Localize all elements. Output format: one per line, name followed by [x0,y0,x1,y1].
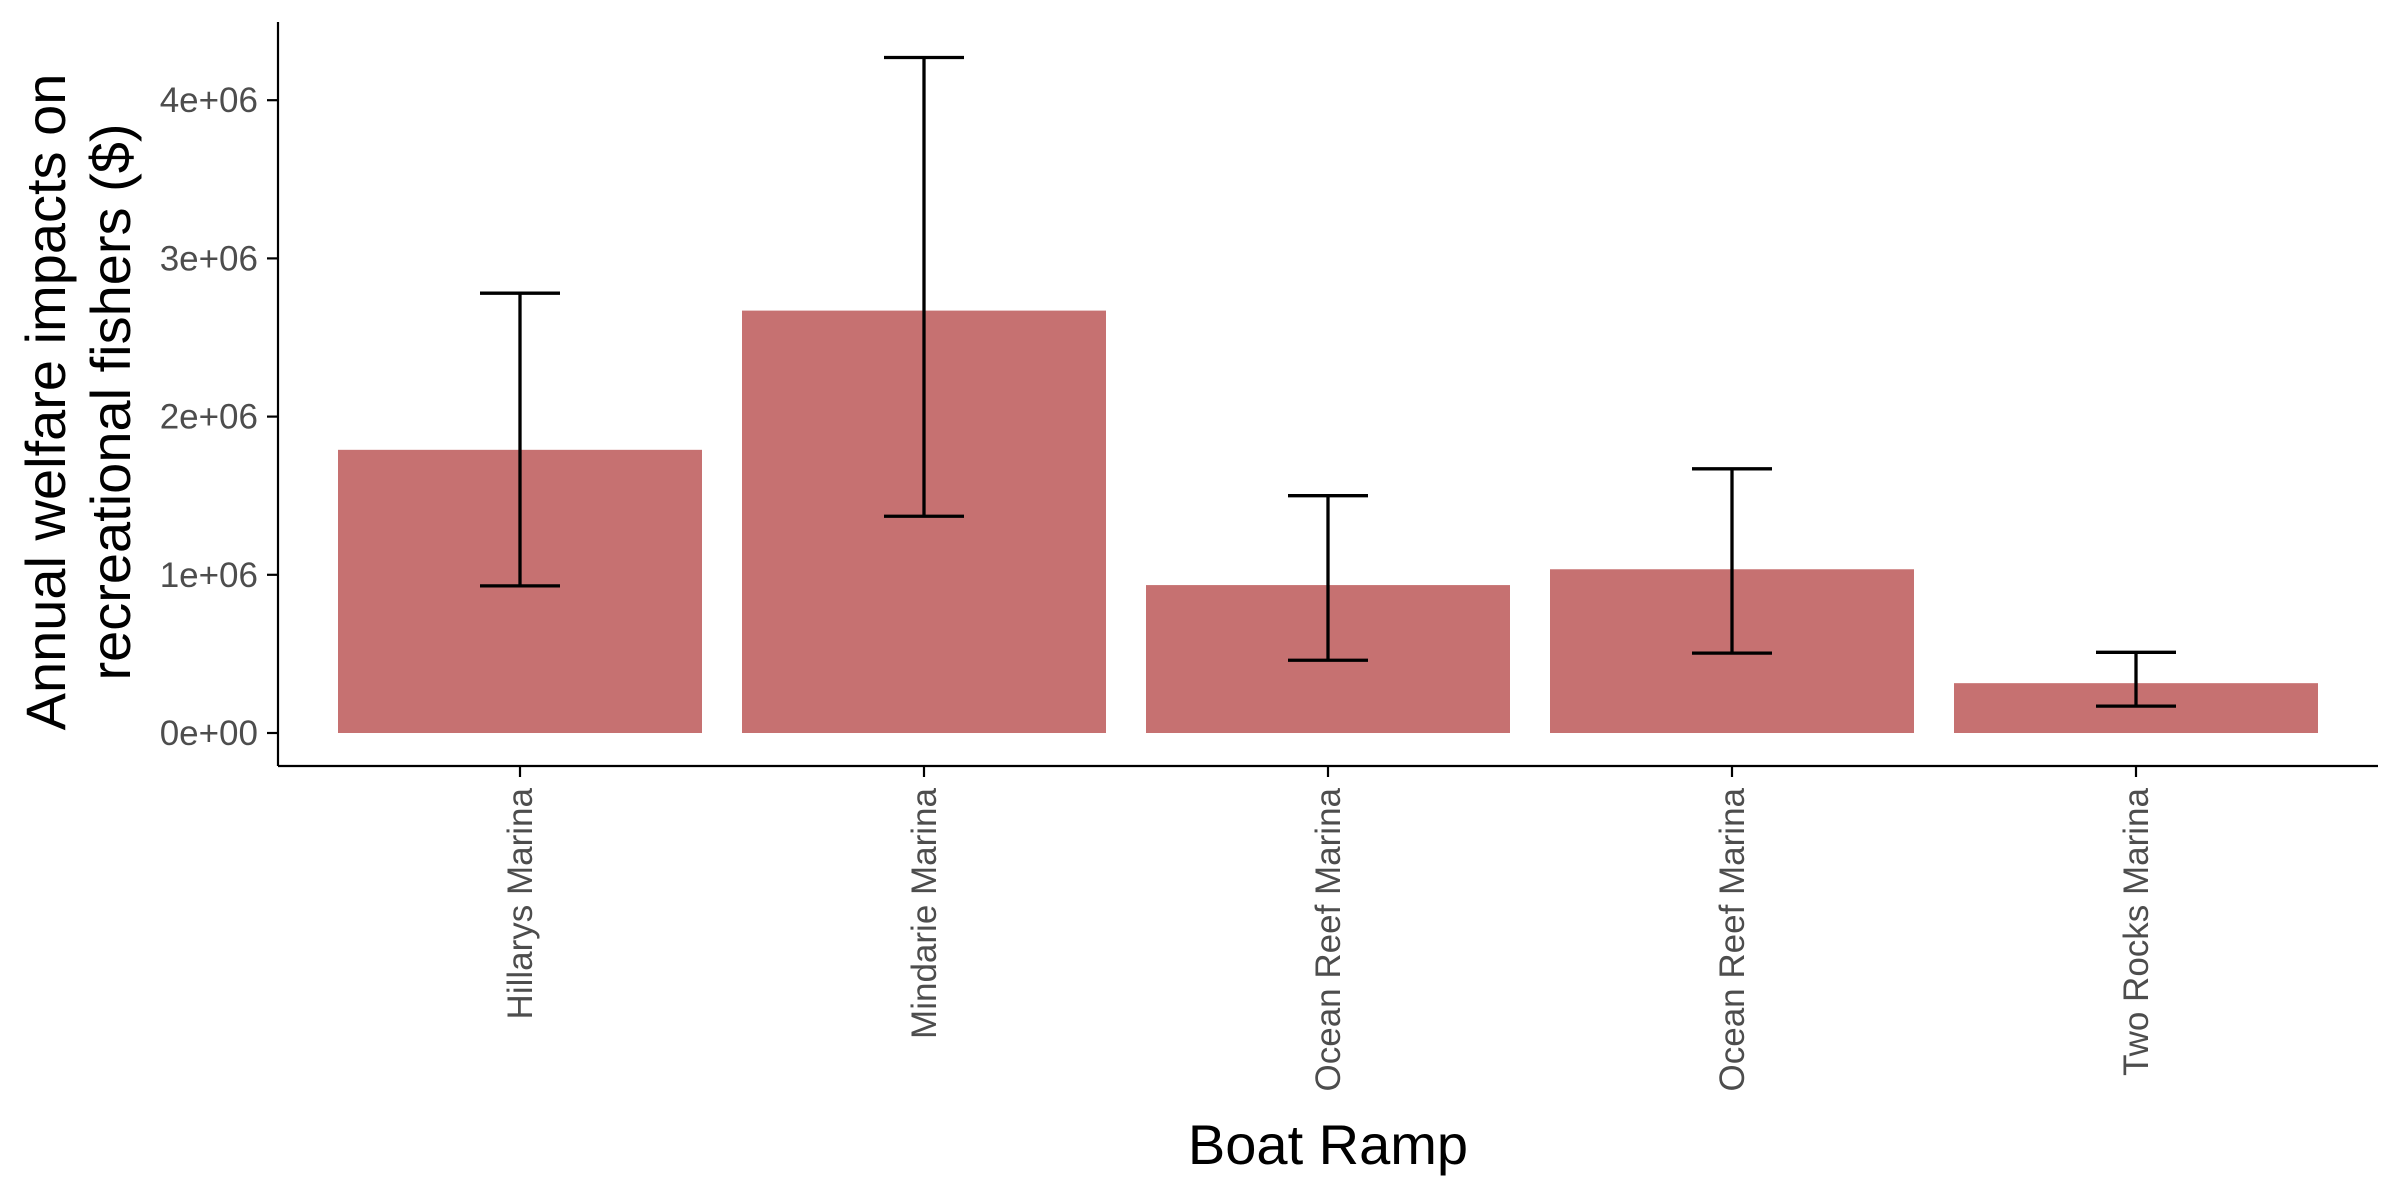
errorbar-2 [884,55,964,518]
x-axis-title: Boat Ramp [1188,1113,1468,1176]
y-tick-label: 0e+00 [160,714,258,753]
errorbars-layer [480,55,2176,708]
x-tick-label: Ocean Reef Marina [1309,787,1348,1091]
errorbar-3 [1288,494,1368,662]
x-ticks-layer: Hillarys Marina Mindarie Marina Ocean Reef… [501,766,2156,1091]
y-axis-title-line2: recreational fishers ($) [79,123,142,680]
x-tick-label: Ocean Reef Marina [1713,787,1752,1091]
x-tick-label: Hillarys Marina [501,787,540,1019]
y-tick-label: 2e+06 [160,398,258,437]
y-tick-label: 3e+06 [160,239,258,278]
errorbar-1 [480,291,560,588]
x-tick-label: Two Rocks Marina [2117,787,2156,1075]
y-ticks-layer: 0e+00 1e+06 2e+06 3e+06 4e+06 [160,81,278,753]
y-tick-label: 1e+06 [160,556,258,595]
errorbar-4 [1692,467,1772,655]
y-axis-title-line1: Annual welfare impacts on [14,74,77,731]
y-tick-label: 4e+06 [160,81,258,120]
x-tick-label: Mindarie Marina [905,787,944,1038]
errorbar-5 [2096,650,2176,708]
